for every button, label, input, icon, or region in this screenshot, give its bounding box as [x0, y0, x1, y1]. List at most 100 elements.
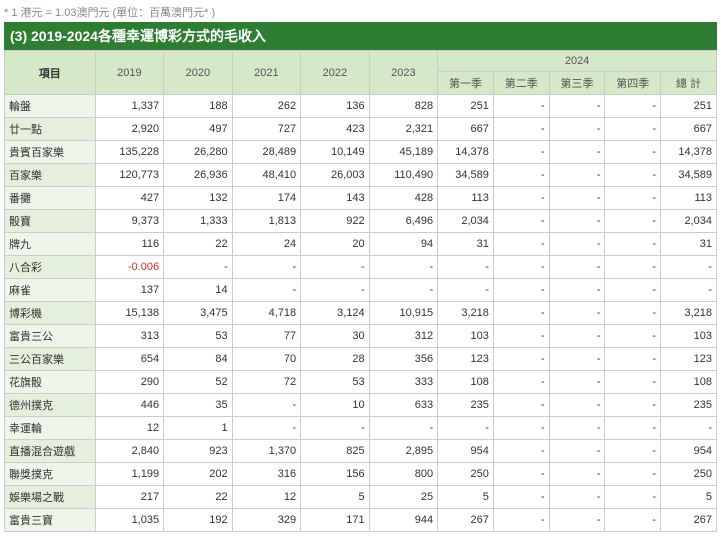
- cell-q4: -: [605, 463, 661, 486]
- cell-q1: 108: [438, 371, 494, 394]
- cell-y2023: 312: [369, 325, 438, 348]
- cell-total: 113: [661, 187, 717, 210]
- cell-y2020: 22: [164, 486, 233, 509]
- cell-total: 14,378: [661, 141, 717, 164]
- cell-y2021: -: [232, 417, 301, 440]
- col-item: 項目: [5, 51, 96, 95]
- cell-q1: -: [438, 417, 494, 440]
- cell-y2020: 3,475: [164, 302, 233, 325]
- cell-y2023: 944: [369, 509, 438, 532]
- col-2021: 2021: [232, 51, 301, 95]
- row-label: 貴賓百家樂: [5, 141, 96, 164]
- cell-y2022: 136: [301, 95, 370, 118]
- cell-y2021: -: [232, 256, 301, 279]
- cell-q3: -: [549, 371, 605, 394]
- cell-y2020: 188: [164, 95, 233, 118]
- cell-y2020: 52: [164, 371, 233, 394]
- cell-q1: 5: [438, 486, 494, 509]
- cell-q4: -: [605, 440, 661, 463]
- table-row: 幸運輪121--------: [5, 417, 717, 440]
- cell-q2: -: [493, 256, 549, 279]
- cell-y2019: 1,035: [95, 509, 164, 532]
- cell-q4: -: [605, 509, 661, 532]
- cell-q3: -: [549, 187, 605, 210]
- cell-y2021: 72: [232, 371, 301, 394]
- row-label: 聯獎撲克: [5, 463, 96, 486]
- cell-total: 108: [661, 371, 717, 394]
- cell-y2019: 427: [95, 187, 164, 210]
- cell-y2021: -: [232, 394, 301, 417]
- cell-y2019: 1,337: [95, 95, 164, 118]
- cell-y2023: 45,189: [369, 141, 438, 164]
- row-label: 博彩機: [5, 302, 96, 325]
- row-label: 輪盤: [5, 95, 96, 118]
- cell-y2020: 26,936: [164, 164, 233, 187]
- cell-q1: -: [438, 256, 494, 279]
- cell-q1: 113: [438, 187, 494, 210]
- cell-q3: -: [549, 233, 605, 256]
- cell-y2021: 24: [232, 233, 301, 256]
- cell-total: 250: [661, 463, 717, 486]
- row-label: 富貴三公: [5, 325, 96, 348]
- cell-q4: -: [605, 279, 661, 302]
- cell-y2023: 25: [369, 486, 438, 509]
- cell-q2: -: [493, 509, 549, 532]
- cell-y2023: 356: [369, 348, 438, 371]
- cell-q1: 250: [438, 463, 494, 486]
- row-label: 幸運輪: [5, 417, 96, 440]
- cell-y2020: 14: [164, 279, 233, 302]
- col-2024: 2024: [438, 51, 717, 72]
- cell-y2021: 12: [232, 486, 301, 509]
- cell-y2019: -0.006: [95, 256, 164, 279]
- cell-q2: -: [493, 164, 549, 187]
- table-row: 番攤427132174143428113---113: [5, 187, 717, 210]
- cell-q4: -: [605, 302, 661, 325]
- cell-y2020: 84: [164, 348, 233, 371]
- cell-q4: -: [605, 348, 661, 371]
- cell-y2019: 135,228: [95, 141, 164, 164]
- cell-total: 5: [661, 486, 717, 509]
- col-2023: 2023: [369, 51, 438, 95]
- col-q4: 第四季: [605, 72, 661, 95]
- cell-q4: -: [605, 371, 661, 394]
- cell-y2022: 26,003: [301, 164, 370, 187]
- cell-q2: -: [493, 279, 549, 302]
- cell-y2021: 174: [232, 187, 301, 210]
- col-2020: 2020: [164, 51, 233, 95]
- cell-y2019: 2,840: [95, 440, 164, 463]
- cell-q2: -: [493, 486, 549, 509]
- cell-y2020: 53: [164, 325, 233, 348]
- cell-total: 667: [661, 118, 717, 141]
- cell-y2021: 70: [232, 348, 301, 371]
- cell-y2023: 2,321: [369, 118, 438, 141]
- cell-total: -: [661, 417, 717, 440]
- cell-y2022: -: [301, 279, 370, 302]
- col-q3: 第三季: [549, 72, 605, 95]
- revenue-table: 項目 2019 2020 2021 2022 2023 2024 第一季 第二季…: [4, 50, 717, 532]
- row-label: 花旗骰: [5, 371, 96, 394]
- cell-y2022: -: [301, 417, 370, 440]
- cell-q3: -: [549, 302, 605, 325]
- cell-y2022: 156: [301, 463, 370, 486]
- cell-q3: -: [549, 394, 605, 417]
- cell-y2020: 497: [164, 118, 233, 141]
- table-row: 八合彩-0.006---------: [5, 256, 717, 279]
- cell-y2021: 1,370: [232, 440, 301, 463]
- cell-y2022: 53: [301, 371, 370, 394]
- table-row: 直播混合遊戲2,8409231,3708252,895954---954: [5, 440, 717, 463]
- cell-y2021: 4,718: [232, 302, 301, 325]
- cell-q3: -: [549, 118, 605, 141]
- cell-q3: -: [549, 95, 605, 118]
- row-label: 番攤: [5, 187, 96, 210]
- cell-q4: -: [605, 417, 661, 440]
- cell-y2020: 1: [164, 417, 233, 440]
- cell-q4: -: [605, 233, 661, 256]
- cell-y2019: 2,920: [95, 118, 164, 141]
- cell-y2021: 48,410: [232, 164, 301, 187]
- cell-y2019: 120,773: [95, 164, 164, 187]
- cell-y2019: 12: [95, 417, 164, 440]
- cell-q2: -: [493, 348, 549, 371]
- cell-y2019: 15,138: [95, 302, 164, 325]
- cell-y2021: 28,489: [232, 141, 301, 164]
- cell-q2: -: [493, 210, 549, 233]
